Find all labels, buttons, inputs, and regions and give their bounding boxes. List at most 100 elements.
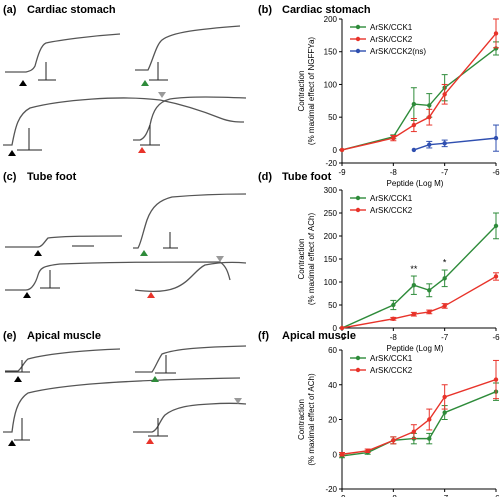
data-point	[365, 448, 370, 453]
data-point	[493, 135, 499, 141]
arrow-a-3-black	[8, 150, 16, 156]
arrow-e-3-black	[8, 440, 16, 446]
y-tick-label: 0	[333, 450, 338, 459]
legend-swatch-marker	[355, 195, 361, 201]
y-tick-label: 200	[324, 232, 338, 241]
data-point	[391, 302, 396, 308]
panel-label-c: (c)	[3, 171, 17, 183]
y-tick-label: 300	[324, 186, 338, 195]
legend-entry: ArSK/CCK1	[350, 354, 413, 363]
arrow-a-2-green	[141, 80, 149, 86]
y-tick-label: -20	[325, 485, 337, 494]
x-tick-label: -8	[390, 168, 398, 177]
x-axis-label: Peptide (Log M)	[387, 344, 444, 353]
data-point	[427, 142, 432, 147]
panel-label-b: (b)	[258, 4, 272, 16]
trace-e-1	[5, 348, 121, 373]
data-point	[411, 429, 417, 434]
y-axis-label: Contraction	[297, 239, 306, 280]
series-line	[341, 391, 497, 457]
y-tick-label: 200	[324, 15, 338, 24]
y-tick-label: 40	[328, 381, 337, 390]
series-ArSK/CCK2(ns)	[411, 124, 499, 153]
legend-swatch-marker	[355, 24, 361, 30]
panel-label-f: (f)	[258, 330, 269, 342]
arrow-e-4-red	[146, 438, 154, 444]
y-tick-label: 50	[328, 301, 337, 310]
trace-a-1	[5, 33, 121, 81]
legend-swatch-marker	[355, 48, 361, 54]
legend-entry: ArSK/CCK2(ns)	[350, 47, 426, 56]
panel-title-b: Cardiac stomach	[282, 4, 371, 16]
trace-c-3	[5, 261, 231, 291]
y-tick-label: 250	[324, 209, 338, 218]
legend-label: ArSK/CCK2	[370, 366, 413, 375]
data-point	[427, 114, 432, 120]
y-axis-label: (% maximal effect of ACh)	[307, 213, 316, 306]
legend-label: ArSK/CCK2(ns)	[370, 47, 426, 56]
trace-e-3	[3, 377, 241, 441]
data-point	[442, 303, 447, 309]
trace-c-2	[133, 193, 247, 249]
y-tick-label: 50	[328, 113, 337, 122]
x-tick-label: -6	[492, 494, 500, 497]
data-point	[391, 316, 396, 321]
series-ArSK/CCK2	[339, 359, 499, 457]
series-ArSK/CCK2	[339, 18, 499, 153]
arrow-e-2-green	[151, 376, 159, 382]
data-point	[427, 309, 432, 315]
data-point	[411, 283, 417, 288]
legend-entry: ArSK/CCK2	[350, 35, 413, 44]
data-point	[411, 312, 417, 317]
data-point	[411, 101, 417, 107]
trace-arrows	[8, 80, 242, 446]
data-point	[493, 377, 499, 382]
series-line	[413, 137, 497, 151]
arrow-c-3-grey	[216, 256, 224, 262]
data-point	[427, 103, 432, 108]
x-tick-label: -8	[390, 494, 398, 497]
arrow-a-1-black	[19, 80, 27, 86]
data-point	[442, 276, 447, 281]
legend-entry: ArSK/CCK2	[350, 366, 413, 375]
contraction-traces	[3, 25, 247, 441]
legend-label: ArSK/CCK1	[370, 194, 413, 203]
data-point	[427, 436, 432, 441]
x-tick-label: -9	[338, 168, 346, 177]
series-ArSK/CCK1	[339, 382, 499, 459]
arrow-e-1-black	[14, 376, 22, 382]
significance-marker: **	[410, 264, 418, 274]
legend-swatch-marker	[355, 36, 361, 42]
trace-a-3	[3, 97, 245, 151]
x-tick-label: -7	[441, 168, 449, 177]
series-line	[341, 47, 497, 151]
legend-swatch-marker	[355, 367, 361, 373]
data-point	[442, 394, 447, 400]
series-line	[341, 32, 497, 151]
trace-e-2	[135, 345, 247, 374]
legend-entry: ArSK/CCK1	[350, 194, 413, 203]
y-tick-label: 60	[328, 346, 337, 355]
panel-title-c: Tube foot	[27, 171, 77, 183]
arrow-c-4-red	[147, 292, 155, 298]
x-tick-label: -6	[492, 333, 500, 342]
y-axis-label: (% maximal effect of NGFFYa)	[307, 37, 316, 146]
series-line	[341, 378, 497, 455]
trace-a-4	[133, 96, 247, 146]
series-ArSK/CCK2	[339, 272, 499, 331]
y-tick-label: 100	[324, 278, 338, 287]
data-point	[411, 147, 417, 153]
data-point	[391, 438, 396, 443]
data-point	[411, 122, 417, 128]
series-line	[341, 225, 497, 329]
x-axis-label: Peptide (Log M)	[387, 179, 444, 188]
y-tick-label: 150	[324, 255, 338, 264]
data-point	[339, 452, 345, 457]
series-ArSK/CCK1	[339, 212, 499, 331]
panel-label-d: (d)	[258, 171, 272, 183]
arrow-a-4-red	[138, 147, 146, 153]
legend-swatch-marker	[355, 207, 361, 213]
arrow-c-3-black	[23, 292, 31, 298]
y-tick-label: 0	[333, 324, 338, 333]
